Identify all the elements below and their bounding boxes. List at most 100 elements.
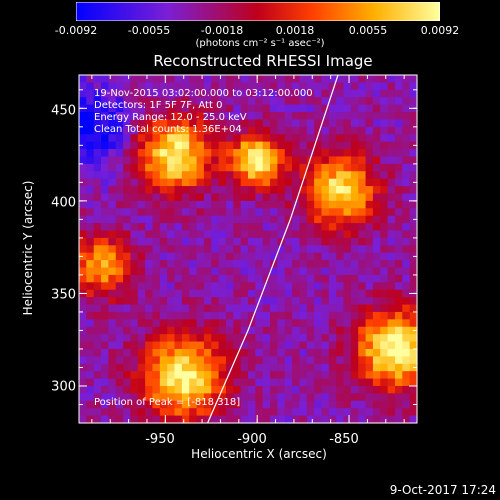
heatmap-cell	[181, 237, 190, 246]
heatmap-cell	[380, 82, 389, 91]
heatmap-cell	[409, 97, 418, 106]
heatmap-cell	[284, 311, 293, 320]
heatmap-cell	[152, 237, 161, 246]
heatmap-cell	[270, 208, 278, 217]
heatmap-cell	[248, 171, 256, 180]
heatmap-cell	[115, 134, 124, 143]
heatmap-cell	[270, 104, 278, 113]
heatmap-cell	[225, 104, 234, 113]
heatmap-cell	[240, 311, 249, 320]
heatmap-cell	[211, 393, 220, 402]
heatmap-cell	[270, 348, 278, 357]
heatmap-cell	[248, 260, 256, 269]
heatmap-cell	[394, 208, 403, 217]
heatmap-cell	[292, 171, 301, 180]
heatmap-cell	[218, 112, 227, 121]
heatmap-cell	[358, 363, 367, 372]
heatmap-cell	[211, 112, 220, 121]
heatmap-cell	[196, 415, 205, 424]
heatmap-cell	[181, 186, 190, 195]
heatmap-cell	[101, 104, 109, 113]
heatmap-cell	[137, 149, 146, 158]
colorbar	[76, 2, 440, 21]
heatmap-cell	[211, 208, 220, 217]
heatmap-cell	[79, 200, 87, 209]
heatmap-cell	[181, 245, 190, 254]
heatmap-cell	[189, 208, 198, 217]
heatmap-cell	[372, 112, 381, 121]
heatmap-cell	[343, 186, 352, 195]
heatmap-cell	[387, 274, 396, 283]
heatmap-cell	[284, 371, 293, 380]
heatmap-cell	[167, 282, 176, 291]
heatmap-cell	[152, 415, 161, 424]
heatmap-cell	[203, 171, 212, 180]
heatmap-cell	[181, 156, 190, 165]
heatmap-cell	[328, 141, 337, 150]
heatmap-cell	[336, 282, 345, 291]
heatmap-cell	[321, 237, 330, 246]
heatmap-cell	[233, 282, 242, 291]
heatmap-cell	[380, 378, 389, 387]
heatmap-cell	[270, 112, 278, 121]
heatmap-cell	[336, 326, 345, 335]
heatmap-cell	[152, 371, 161, 380]
heatmap-cell	[145, 274, 154, 283]
heatmap-cell	[262, 356, 271, 365]
heatmap-cell	[79, 260, 87, 269]
heatmap-cell	[174, 260, 183, 269]
heatmap-cell	[196, 282, 205, 291]
heatmap-cell	[284, 319, 293, 328]
heatmap-cell	[101, 341, 109, 350]
heatmap-cell	[108, 304, 117, 313]
heatmap-cell	[123, 75, 132, 83]
heatmap-cell	[387, 260, 396, 269]
heatmap-cell	[211, 126, 220, 135]
heatmap-cell	[277, 178, 286, 187]
heatmap-cell	[255, 178, 264, 187]
heatmap-cell	[211, 119, 220, 128]
heatmap-cell	[365, 223, 374, 232]
heatmap-cell	[181, 252, 190, 261]
heatmap-cell	[93, 326, 102, 335]
heatmap-cell	[159, 282, 168, 291]
heatmap-cell	[394, 163, 403, 172]
heatmap-cell	[240, 400, 249, 409]
heatmap-cell	[314, 75, 323, 83]
heatmap-cell	[240, 274, 249, 283]
heatmap-cell	[152, 252, 161, 261]
heatmap-cell	[225, 237, 234, 246]
heatmap-cell	[284, 134, 293, 143]
heatmap-cell	[387, 393, 396, 402]
heatmap-cell	[79, 97, 87, 106]
heatmap-cell	[409, 112, 418, 121]
heatmap-cell	[86, 149, 95, 158]
heatmap-cell	[350, 193, 359, 202]
heatmap-cell	[181, 378, 190, 387]
heatmap-cell	[314, 126, 323, 135]
heatmap-cell	[86, 178, 95, 187]
heatmap-cell	[211, 348, 220, 357]
heatmap-cell	[387, 289, 396, 298]
heatmap-cell	[159, 408, 168, 417]
heatmap-cell	[380, 200, 389, 209]
heatmap-cell	[350, 134, 359, 143]
heatmap-cell	[93, 134, 102, 143]
heatmap-cell	[380, 193, 389, 202]
heatmap-cell	[292, 163, 301, 172]
heatmap-cell	[203, 193, 212, 202]
heatmap-cell	[262, 178, 271, 187]
heatmap-cell	[284, 178, 293, 187]
heatmap-cell	[93, 208, 102, 217]
heatmap-cell	[358, 415, 367, 424]
heatmap-cell	[248, 163, 256, 172]
heatmap-cell	[79, 341, 87, 350]
heatmap-cell	[343, 297, 352, 306]
heatmap-cell	[137, 163, 146, 172]
heatmap-cell	[248, 267, 256, 276]
heatmap-cell	[387, 75, 396, 83]
heatmap-cell	[233, 141, 242, 150]
heatmap-cell	[299, 297, 308, 306]
heatmap-cell	[240, 112, 249, 121]
heatmap-cell	[86, 289, 95, 298]
